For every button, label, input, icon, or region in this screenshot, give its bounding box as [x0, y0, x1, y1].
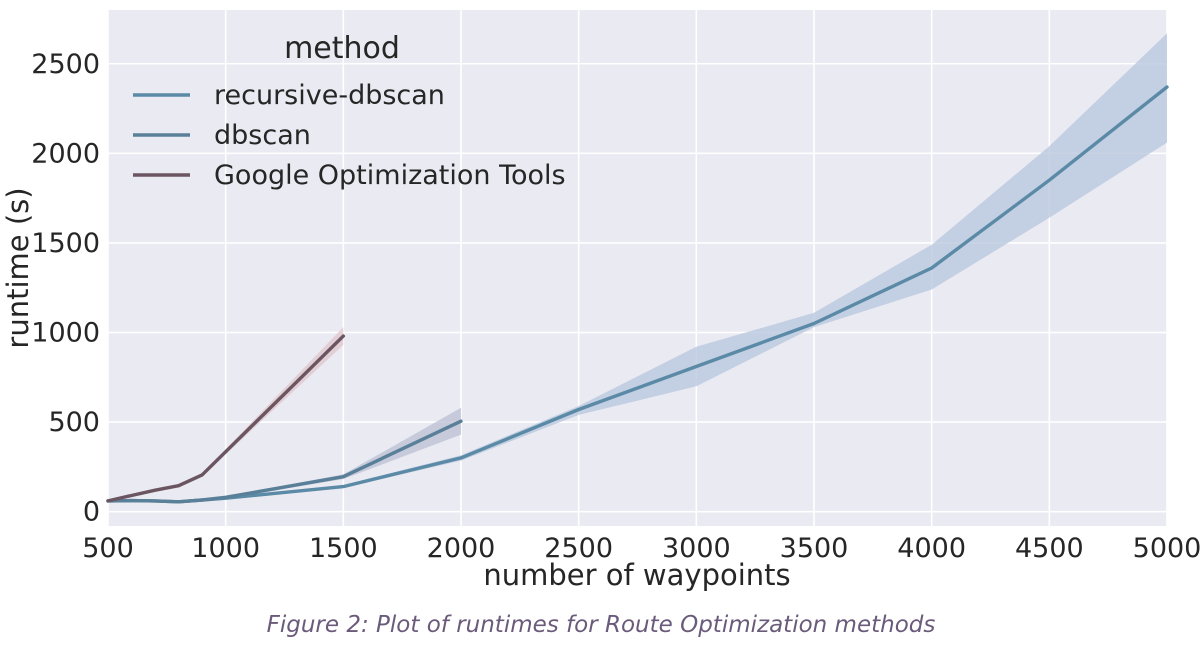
- series-lines: [106, 85, 1169, 504]
- legend-label: dbscan: [214, 120, 311, 151]
- y-tick-label: 2000: [31, 138, 100, 169]
- y-tick-label: 2500: [31, 49, 100, 80]
- legend: method recursive-dbscan dbscan Google Opti…: [133, 31, 566, 191]
- x-tick-label: 1000: [191, 533, 260, 564]
- x-tick-label: 500: [82, 533, 134, 564]
- series-line: [106, 334, 345, 503]
- x-tick-label: 3500: [780, 533, 849, 564]
- x-tick-label: 3000: [662, 533, 731, 564]
- x-tick-label: 2500: [544, 533, 613, 564]
- grid: [107, 10, 1168, 526]
- plot-area: [108, 10, 1167, 526]
- legend-label: Google Optimization Tools: [214, 160, 566, 191]
- x-tick-label: 5000: [1133, 533, 1202, 564]
- y-tick-label: 500: [48, 407, 100, 438]
- x-tick-label: 2000: [427, 533, 496, 564]
- y-axis-title: runtime (s): [1, 187, 35, 348]
- x-axis-title: number of waypoints: [483, 558, 790, 592]
- confidence-band: [108, 33, 1167, 503]
- y-tick-label: 1000: [31, 318, 100, 349]
- y-tick-label: 0: [83, 497, 100, 528]
- x-tick-label: 1500: [309, 533, 378, 564]
- x-tick-labels: 500 1000 1500 2000 2500 3000 3500 4000 4500 5000: [82, 533, 1201, 564]
- runtime-chart: 500 1000 1500 2000 2500 3000 3500 4000 4500 5000 …: [1, 10, 1201, 592]
- legend-title: method: [284, 31, 400, 66]
- legend-label: recursive-dbscan: [214, 80, 445, 111]
- figure-caption: Figure 2: Plot of runtimes for Route Opt…: [266, 612, 936, 638]
- x-tick-label: 4500: [1015, 533, 1084, 564]
- series-line: [106, 419, 463, 504]
- y-tick-label: 1500: [31, 228, 100, 259]
- x-tick-label: 4000: [897, 533, 966, 564]
- y-tick-labels: 0 500 1000 1500 2000 2500: [31, 49, 100, 528]
